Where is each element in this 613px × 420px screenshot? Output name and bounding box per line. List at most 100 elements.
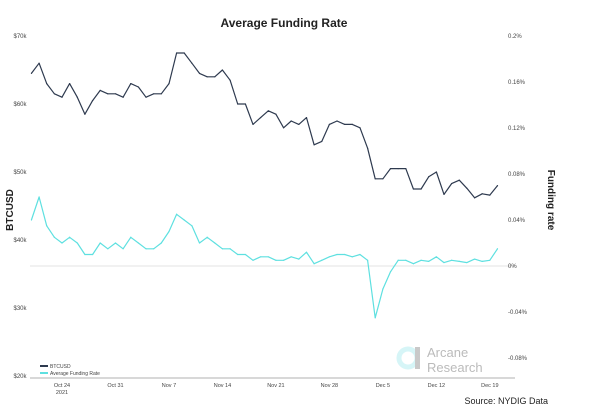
data-point-funding-rate (489, 259, 491, 261)
data-point-btcusd (443, 193, 445, 196)
data-point-funding-rate (443, 261, 445, 264)
y-left-tick: $40k (13, 238, 27, 244)
data-point-funding-rate (145, 248, 147, 250)
data-point-btcusd (130, 83, 132, 85)
x-tick: Nov 21 (267, 383, 284, 389)
data-point-funding-rate (321, 259, 323, 261)
x-tick: Dec 19 (481, 383, 498, 389)
legend-label-funding: Average Funding Rate (50, 371, 100, 377)
data-point-funding-rate (244, 253, 246, 256)
data-point-btcusd (328, 123, 330, 125)
data-point-btcusd (489, 194, 491, 196)
data-point-funding-rate (420, 259, 422, 261)
y-right-tick: 0.2% (508, 34, 522, 40)
data-point-funding-rate (229, 248, 231, 250)
data-point-funding-rate (275, 259, 277, 261)
legend: BTCUSD Average Funding Rate (40, 364, 100, 377)
data-point-funding-rate (69, 236, 71, 238)
data-point-funding-rate (206, 236, 208, 238)
x-tick: Nov 14 (214, 383, 231, 389)
data-point-btcusd (214, 76, 216, 78)
data-point-btcusd (99, 89, 101, 91)
data-point-funding-rate (428, 260, 430, 262)
data-point-funding-rate (99, 242, 101, 244)
data-point-btcusd (107, 93, 109, 95)
data-point-btcusd (305, 117, 308, 119)
data-point-btcusd (76, 96, 78, 98)
data-point-funding-rate (46, 225, 48, 227)
legend-label-btcusd: BTCUSD (50, 364, 71, 370)
data-point-btcusd (451, 182, 453, 185)
x-tick: Nov 7 (162, 383, 176, 389)
data-point-btcusd (229, 79, 231, 81)
source-note: Source: NYDIG Data (464, 396, 548, 406)
data-point-funding-rate (397, 259, 399, 261)
data-point-btcusd (221, 69, 224, 71)
data-point-btcusd (237, 103, 239, 105)
data-point-btcusd (84, 113, 86, 115)
data-point-funding-rate (137, 242, 139, 244)
x-tick: Dec 5 (376, 383, 390, 389)
y-left-tick: $30k (13, 306, 27, 312)
series-line-funding-rate (30, 196, 498, 319)
data-point-funding-rate (176, 213, 178, 215)
y-right-tick: 0.08% (508, 172, 526, 178)
data-point-btcusd (153, 93, 155, 95)
y-left-tick: $50k (13, 170, 27, 176)
data-point-funding-rate (114, 242, 117, 244)
data-point-funding-rate (191, 225, 193, 227)
data-point-btcusd (183, 52, 185, 54)
data-point-btcusd (30, 72, 33, 74)
data-point-btcusd (290, 120, 292, 122)
data-point-funding-rate (30, 219, 33, 221)
data-point-btcusd (405, 168, 407, 170)
data-point-funding-rate (61, 242, 63, 244)
data-point-funding-rate (466, 261, 468, 264)
data-point-btcusd (321, 140, 323, 142)
data-point-btcusd (206, 76, 208, 78)
y-right-tick: -0.04% (508, 310, 528, 316)
data-point-funding-rate (267, 256, 269, 258)
data-point-funding-rate (359, 253, 361, 256)
y-left-tick: $20k (13, 374, 27, 380)
data-point-btcusd (61, 96, 63, 98)
chart-title: Average Funding Rate (221, 16, 348, 30)
data-point-funding-rate (298, 258, 300, 260)
data-point-btcusd (282, 127, 285, 129)
data-point-btcusd (481, 193, 483, 195)
data-point-btcusd (91, 100, 94, 102)
data-point-btcusd (359, 127, 361, 129)
data-point-btcusd (122, 96, 124, 98)
x-tick: Oct 24 (54, 383, 70, 389)
data-point-funding-rate (305, 251, 308, 253)
data-point-funding-rate (351, 256, 353, 258)
data-point-btcusd (275, 113, 277, 115)
data-point-funding-rate (53, 236, 55, 238)
data-point-btcusd (160, 93, 162, 95)
watermark-line-1: Arcane (427, 345, 468, 360)
data-point-funding-rate (458, 260, 460, 262)
x-tick: Nov 28 (321, 383, 338, 389)
data-point-funding-rate (451, 259, 453, 261)
data-point-btcusd (382, 178, 384, 180)
data-point-funding-rate (473, 258, 476, 260)
data-point-funding-rate (336, 253, 338, 256)
y-left-tick: $70k (13, 34, 27, 40)
data-point-funding-rate (328, 256, 330, 258)
data-point-btcusd (374, 178, 376, 180)
data-point-btcusd (412, 188, 415, 190)
data-point-btcusd (38, 62, 40, 64)
data-point-btcusd (435, 171, 437, 173)
data-point-funding-rate (290, 256, 292, 258)
data-point-btcusd (389, 168, 392, 170)
data-point-funding-rate (481, 260, 483, 262)
data-point-btcusd (466, 187, 468, 189)
data-point-btcusd (145, 96, 147, 98)
data-point-btcusd (198, 72, 201, 74)
arcane-research-watermark: Arcane Research (396, 345, 483, 375)
data-point-funding-rate (382, 288, 384, 290)
data-point-btcusd (420, 188, 422, 190)
data-point-funding-rate (221, 248, 224, 250)
